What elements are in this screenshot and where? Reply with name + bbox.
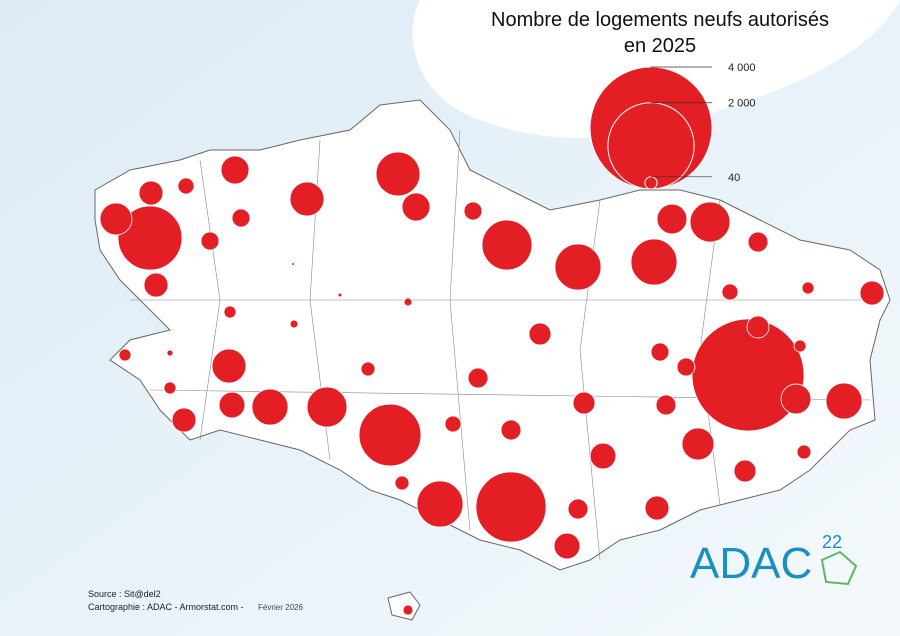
proportional-circle [416, 480, 464, 528]
proportional-circle [200, 231, 220, 251]
proportional-circle [681, 427, 715, 461]
proportional-circle [223, 305, 237, 319]
proportional-circle [825, 382, 863, 420]
proportional-circle [721, 283, 739, 301]
proportional-circle [691, 318, 805, 432]
proportional-circle [500, 419, 522, 441]
proportional-circle [220, 155, 250, 185]
legend-label: 2 000 [728, 98, 756, 110]
proportional-circle [796, 444, 812, 460]
proportional-circle [747, 231, 769, 253]
proportional-circle [676, 357, 696, 377]
title-line: en 2025 [624, 35, 696, 57]
proportional-circle [746, 315, 770, 339]
proportional-circle [463, 201, 483, 221]
logo-shape [820, 550, 858, 586]
proportional-circle [251, 388, 289, 426]
proportional-circle [444, 415, 462, 433]
proportional-circle [655, 394, 677, 416]
proportional-circle [138, 180, 164, 206]
proportional-circle [554, 243, 602, 291]
proportional-circle [99, 202, 133, 236]
legend-circle [607, 102, 695, 190]
proportional-circle [475, 471, 547, 543]
proportional-circle [337, 292, 343, 298]
proportional-circle [306, 386, 348, 428]
proportional-circle [793, 339, 807, 353]
proportional-circle [733, 459, 757, 483]
proportional-circle [656, 203, 688, 235]
proportional-circle [177, 177, 195, 195]
credit: Cartographie : ADAC - Armorstat.com - [88, 602, 244, 612]
proportional-circle [650, 342, 670, 362]
proportional-circle [528, 322, 552, 346]
proportional-circle [118, 348, 132, 362]
proportional-circle [630, 238, 678, 286]
proportional-circle [143, 272, 169, 298]
source: Source : Sit@del2 [88, 589, 161, 599]
proportional-circle [481, 219, 533, 271]
proportional-circle [171, 407, 197, 433]
proportional-circle [166, 349, 174, 357]
proportional-circle [572, 391, 596, 415]
proportional-circle [644, 495, 670, 521]
proportional-circle [780, 383, 812, 415]
proportional-circle [291, 262, 295, 266]
proportional-circle [589, 442, 617, 470]
proportional-circle [117, 205, 183, 271]
proportional-circle [218, 391, 246, 419]
proportional-circle [553, 532, 581, 560]
proportional-circle [375, 151, 421, 197]
proportional-circle [360, 361, 376, 377]
legend-label: 4 000 [728, 62, 756, 74]
proportional-circle [358, 403, 422, 467]
proportional-circle [289, 319, 299, 329]
title-line: Nombre de logements neufs autorisés [491, 9, 829, 31]
proportional-circle [289, 181, 325, 217]
proportional-circle [231, 208, 251, 228]
proportional-circle [401, 192, 431, 222]
logo-text: ADAC [690, 539, 812, 588]
logo-number: 22 [822, 532, 842, 552]
proportional-circle [467, 367, 489, 389]
proportional-circle [859, 280, 885, 306]
proportional-circle [163, 381, 177, 395]
date: Février 2026 [258, 603, 303, 612]
proportional-circle [689, 201, 731, 243]
proportional-circle [402, 604, 414, 616]
proportional-circle [801, 281, 815, 295]
proportional-circle [403, 297, 413, 307]
proportional-circle [567, 498, 589, 520]
legend-label: 40 [728, 172, 740, 184]
proportional-circle [394, 475, 410, 491]
legend-circle [644, 176, 658, 190]
proportional-circle [211, 348, 247, 384]
